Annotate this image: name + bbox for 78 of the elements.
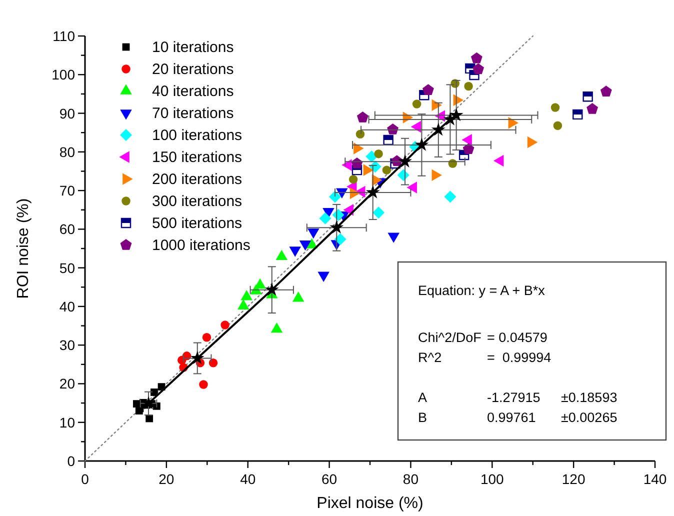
point bbox=[356, 112, 368, 122]
point bbox=[383, 134, 394, 146]
y-tick-label: 80 bbox=[59, 144, 76, 160]
x-tick-label: 140 bbox=[643, 471, 667, 487]
point bbox=[276, 250, 288, 260]
x-tick-label: 100 bbox=[480, 471, 504, 487]
point bbox=[464, 82, 473, 91]
annotation: Equation: y = A + B*x bbox=[418, 283, 546, 298]
y-tick-label: 30 bbox=[59, 337, 76, 354]
y-tick-label: 70 bbox=[59, 182, 76, 199]
x-tick-label: 60 bbox=[321, 471, 338, 487]
point bbox=[199, 380, 208, 389]
x-tick-label: 40 bbox=[240, 471, 256, 487]
point bbox=[422, 84, 434, 95]
y-axis-title: ROI noise (%) bbox=[15, 198, 32, 299]
point bbox=[142, 396, 156, 410]
annotation: Chi^2/DoF = 0.04579 bbox=[418, 330, 548, 345]
y-tick-label: 90 bbox=[59, 105, 76, 122]
point bbox=[150, 388, 158, 396]
point bbox=[550, 103, 560, 112]
point bbox=[356, 130, 365, 138]
point bbox=[334, 233, 346, 246]
y-tick-label: 40 bbox=[59, 298, 76, 314]
y-tick-label: 60 bbox=[59, 221, 76, 238]
point bbox=[472, 63, 484, 74]
legend-label: 100 iterations bbox=[152, 127, 242, 144]
legend-label: 70 iterations bbox=[152, 105, 234, 122]
x-tick-label: 0 bbox=[81, 471, 90, 487]
point bbox=[330, 220, 344, 234]
point bbox=[190, 350, 204, 364]
point bbox=[264, 282, 279, 296]
point bbox=[553, 121, 562, 130]
point bbox=[586, 103, 598, 114]
legend-label: 1000 iterations bbox=[152, 237, 250, 254]
text: B 0.99761 ±0.00265 bbox=[418, 410, 618, 425]
legend-label: 500 iterations bbox=[152, 215, 242, 232]
point bbox=[372, 206, 385, 219]
x-tick-label: 80 bbox=[402, 471, 419, 487]
point bbox=[382, 166, 392, 174]
text: R^2 = 0.99994 bbox=[418, 350, 552, 365]
x-tick-label: 20 bbox=[158, 471, 174, 487]
point bbox=[240, 290, 253, 300]
point bbox=[412, 100, 422, 108]
x-axis-title: Pixel noise (%) bbox=[316, 495, 424, 512]
point bbox=[208, 358, 218, 368]
legend-label: 20 iterations bbox=[152, 61, 234, 78]
point bbox=[292, 292, 304, 302]
point bbox=[398, 154, 412, 168]
y-tick-label: 20 bbox=[59, 376, 76, 392]
legend-label: 40 iterations bbox=[152, 83, 234, 100]
x-tick-label: 120 bbox=[562, 471, 586, 487]
point bbox=[135, 407, 143, 414]
legend-label: 10 iterations bbox=[152, 39, 234, 56]
y-tick-label: 110 bbox=[52, 28, 76, 44]
point bbox=[220, 320, 230, 330]
text: A -1.27915 ±0.18593 bbox=[418, 390, 618, 405]
point bbox=[202, 333, 212, 342]
point bbox=[374, 149, 383, 158]
point bbox=[449, 108, 464, 122]
point bbox=[414, 138, 429, 151]
point bbox=[348, 174, 358, 184]
y-tick-label: 50 bbox=[59, 260, 76, 276]
point bbox=[600, 86, 612, 96]
point bbox=[470, 52, 482, 64]
point bbox=[582, 92, 593, 102]
y-tick-label: 100 bbox=[52, 66, 76, 83]
legend-label: 300 iterations bbox=[152, 193, 242, 210]
point bbox=[319, 212, 332, 224]
y-tick-label: 0 bbox=[67, 453, 76, 469]
legend-label: 150 iterations bbox=[152, 149, 242, 166]
point bbox=[366, 185, 380, 198]
point bbox=[328, 190, 341, 203]
point bbox=[462, 143, 474, 154]
point bbox=[572, 109, 583, 120]
legend-label: 200 iterations bbox=[152, 171, 242, 188]
y-tick-label: 10 bbox=[59, 414, 76, 430]
point bbox=[431, 122, 446, 136]
point bbox=[444, 190, 456, 203]
